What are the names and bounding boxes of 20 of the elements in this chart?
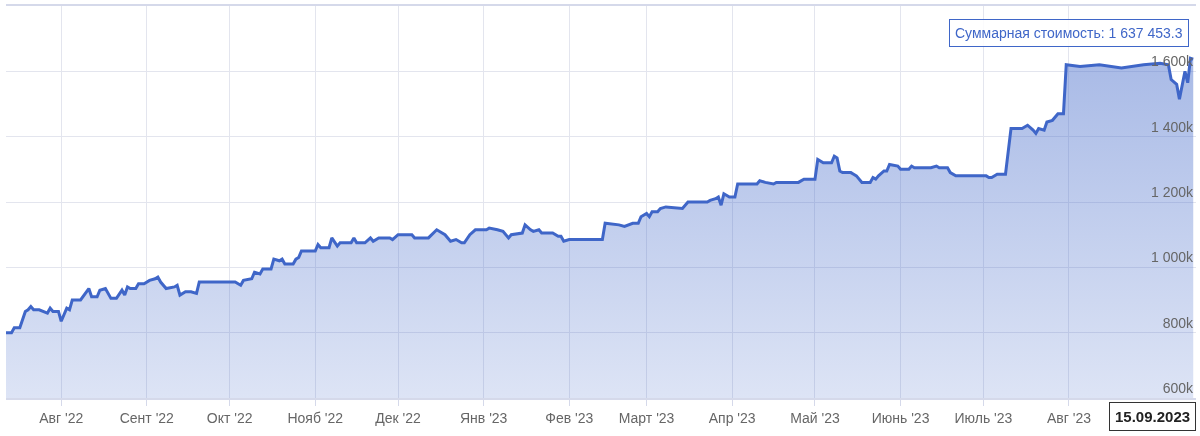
x-tick-label: Авг '23 xyxy=(1046,409,1092,426)
x-tick-label: Май '23 xyxy=(790,409,840,426)
x-tick-label: Окт '22 xyxy=(206,409,253,426)
x-tick-label: Авг '22 xyxy=(39,409,84,426)
y-tick-label: 1 200k xyxy=(1150,184,1194,201)
text: 15.09.2023 xyxy=(1115,408,1191,425)
x-tick-label: Дек '22 xyxy=(375,409,422,426)
y-tick-label: 1 000k xyxy=(1150,249,1194,266)
x-tick-label: Нояб '22 xyxy=(287,409,344,426)
y-tick-label: 1 400k xyxy=(1150,118,1194,135)
x-tick-label: Фев '23 xyxy=(545,409,594,426)
x-tick-label: Апр '23 xyxy=(708,409,756,426)
x-tick-label: Март '23 xyxy=(618,409,675,426)
x-tick-label: Янв '23 xyxy=(459,409,508,426)
annotation: Суммарная стоимость: 1 637 453.3 xyxy=(955,25,1183,41)
x-tick-label: Июнь '23 xyxy=(871,409,930,426)
x-tick-label: Июль '23 xyxy=(954,409,1013,426)
x-tick-label: Сент '22 xyxy=(119,409,175,426)
y-tick-label: 600k xyxy=(1162,380,1194,397)
y-tick-label: 800k xyxy=(1162,314,1194,331)
